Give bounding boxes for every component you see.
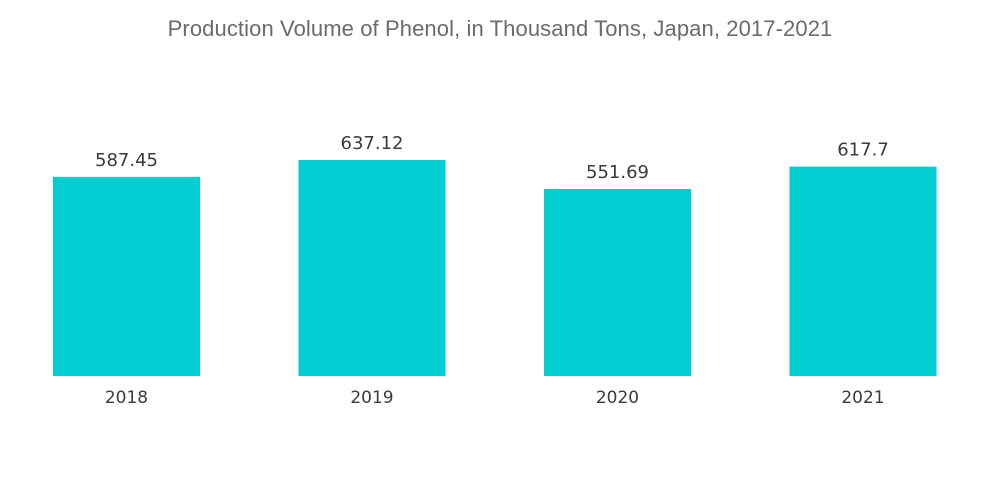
value-label-2021: 617.7: [837, 140, 889, 161]
bar-2021: [789, 166, 937, 376]
bar-2018: [53, 176, 200, 376]
value-label-2020: 551.69: [586, 162, 649, 183]
category-label-2021: 2021: [841, 388, 884, 408]
category-label-2020: 2020: [596, 388, 639, 408]
bar-2019: [298, 160, 446, 376]
value-label-2019: 637.12: [341, 133, 404, 154]
chart-title: Production Volume of Phenol, in Thousand…: [167, 16, 833, 41]
category-label-2018: 2018: [105, 388, 148, 408]
bar-2020: [544, 188, 691, 376]
category-label-2019: 2019: [350, 388, 393, 408]
value-label-2018: 587.45: [95, 150, 158, 171]
